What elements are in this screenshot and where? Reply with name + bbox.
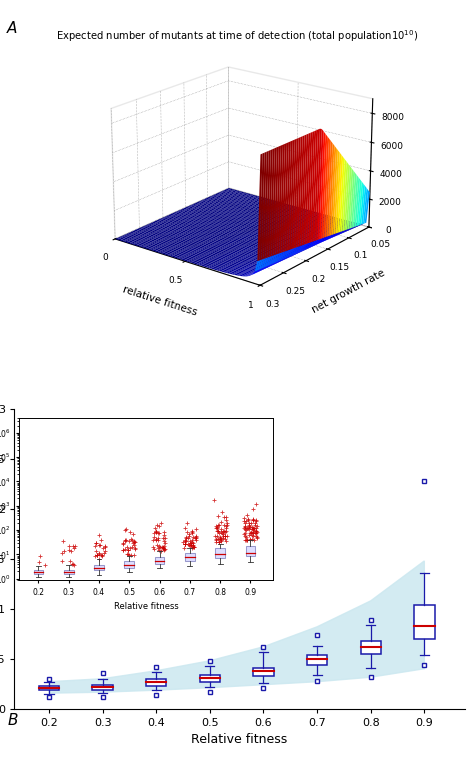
Polygon shape xyxy=(49,561,424,693)
X-axis label: relative fitness: relative fitness xyxy=(122,284,199,317)
Bar xyxy=(146,679,166,686)
Text: Expected number of mutants at time of detection (total population10$^{10}$): Expected number of mutants at time of de… xyxy=(56,28,418,44)
X-axis label: Relative fitness: Relative fitness xyxy=(191,733,288,746)
Bar xyxy=(414,605,435,639)
Text: B: B xyxy=(7,713,18,728)
Y-axis label: net growth rate: net growth rate xyxy=(310,267,386,315)
Bar xyxy=(307,655,327,665)
Text: A: A xyxy=(7,21,18,37)
Bar xyxy=(200,675,220,682)
Bar xyxy=(361,641,381,655)
Bar xyxy=(92,685,113,690)
Bar xyxy=(39,687,59,690)
Bar xyxy=(253,668,273,676)
